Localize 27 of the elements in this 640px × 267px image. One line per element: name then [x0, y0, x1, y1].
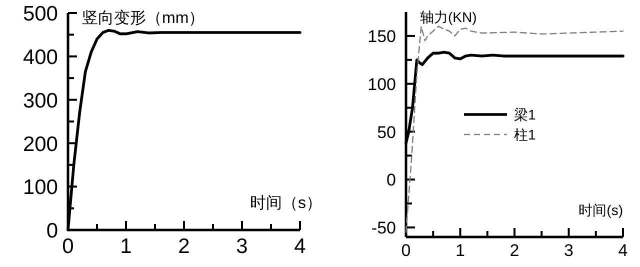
- x-tick-label: 4: [618, 241, 628, 260]
- x-axis-title: 时间（s）: [250, 194, 322, 212]
- y-tick-label: -50: [371, 218, 396, 238]
- legend-label: 梁1: [514, 106, 536, 122]
- y-tick-label: 400: [22, 46, 58, 69]
- y-tick-label: 50: [377, 122, 396, 142]
- x-tick-label: 3: [564, 241, 574, 260]
- x-tick-label: 4: [294, 235, 306, 258]
- y-axis-title: 竖向变形（mm）: [82, 9, 205, 27]
- x-tick-label: 3: [236, 235, 248, 258]
- x-tick-label: 0: [401, 241, 411, 260]
- y-tick-label: 200: [22, 132, 58, 156]
- y-tick-label: 100: [368, 74, 396, 94]
- y-tick-label: 0: [386, 170, 396, 190]
- x-tick-label: 0: [62, 235, 74, 258]
- y-axis-title: 轴力(KN): [420, 9, 477, 25]
- y-tick-label: 100: [22, 176, 58, 200]
- y-tick-label: 500: [22, 2, 58, 26]
- x-tick-label: 1: [456, 241, 465, 260]
- y-tick-label: 0: [46, 220, 58, 243]
- y-tick-label: 150: [368, 27, 396, 46]
- x-tick-label: 1: [120, 235, 132, 258]
- x-tick-label: 2: [510, 241, 520, 260]
- x-axis-title: 时间(s): [578, 202, 623, 218]
- legend-label: 柱1: [514, 126, 536, 142]
- x-tick-label: 2: [178, 235, 190, 258]
- y-tick-label: 300: [22, 89, 58, 112]
